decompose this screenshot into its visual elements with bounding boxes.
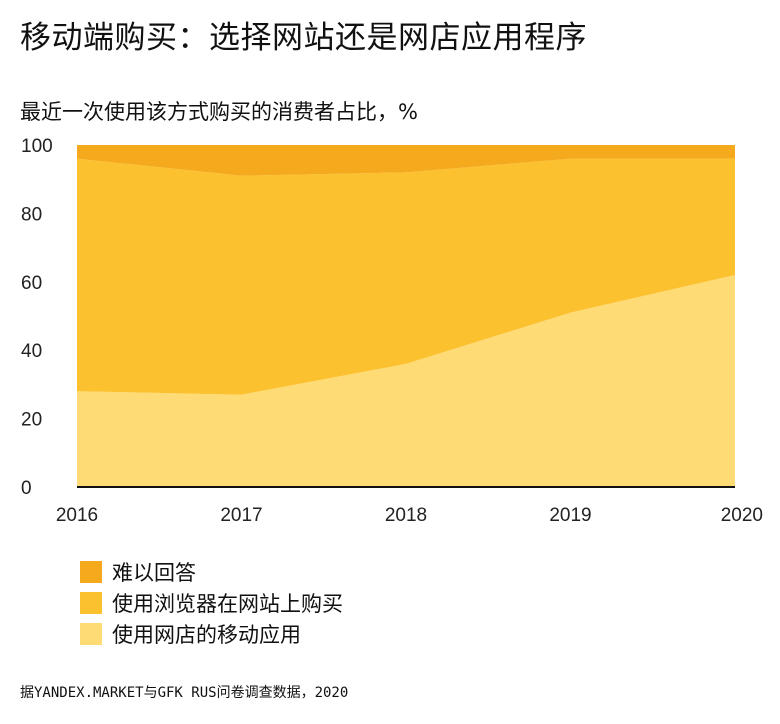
- legend-label: 使用网店的移动应用: [112, 622, 301, 647]
- y-tick-label: 40: [21, 341, 42, 362]
- chart-areas: [77, 145, 735, 487]
- chart-subtitle: 最近一次使用该方式购买的消费者占比，%: [20, 100, 418, 124]
- y-tick-label: 80: [21, 204, 42, 225]
- area-series-1: [77, 158, 735, 395]
- area-chart: 0 20 40 60 80 100 2016 2017 2018 2019 2020: [21, 136, 763, 526]
- x-tick-label: 2019: [549, 505, 591, 526]
- y-axis-ticks: 0 20 40 60 80 100: [21, 136, 53, 499]
- source-note: 据YANDEX.MARKET与GFK RUS问卷调查数据，2020: [20, 685, 349, 701]
- x-axis-ticks: 2016 2017 2018 2019 2020: [56, 505, 763, 526]
- legend-swatch: [80, 560, 102, 583]
- chart-title: 移动端购买：选择网站还是网店应用程序: [20, 20, 587, 56]
- legend-label: 使用浏览器在网站上购买: [112, 591, 343, 616]
- x-tick-label: 2016: [56, 505, 98, 526]
- y-tick-label: 0: [21, 478, 32, 499]
- chart-legend: 难以回答使用浏览器在网站上购买 使用网店的移动应用: [80, 556, 343, 649]
- legend-swatch: [80, 622, 102, 645]
- legend-label: 难以回答: [112, 560, 196, 585]
- legend-item: 使用浏览器在网站上购买: [80, 587, 343, 618]
- legend-swatch: [80, 591, 102, 614]
- x-tick-label: 2018: [385, 505, 427, 526]
- y-tick-label: 100: [21, 136, 53, 157]
- area-series-0: [77, 275, 735, 487]
- x-tick-label: 2017: [220, 505, 262, 526]
- y-tick-label: 60: [21, 273, 42, 294]
- legend-item: 难以回答: [80, 556, 343, 587]
- area-series-2: [77, 145, 735, 176]
- legend-item: 使用网店的移动应用: [80, 618, 343, 649]
- x-tick-label: 2020: [721, 505, 763, 526]
- y-tick-label: 20: [21, 410, 42, 431]
